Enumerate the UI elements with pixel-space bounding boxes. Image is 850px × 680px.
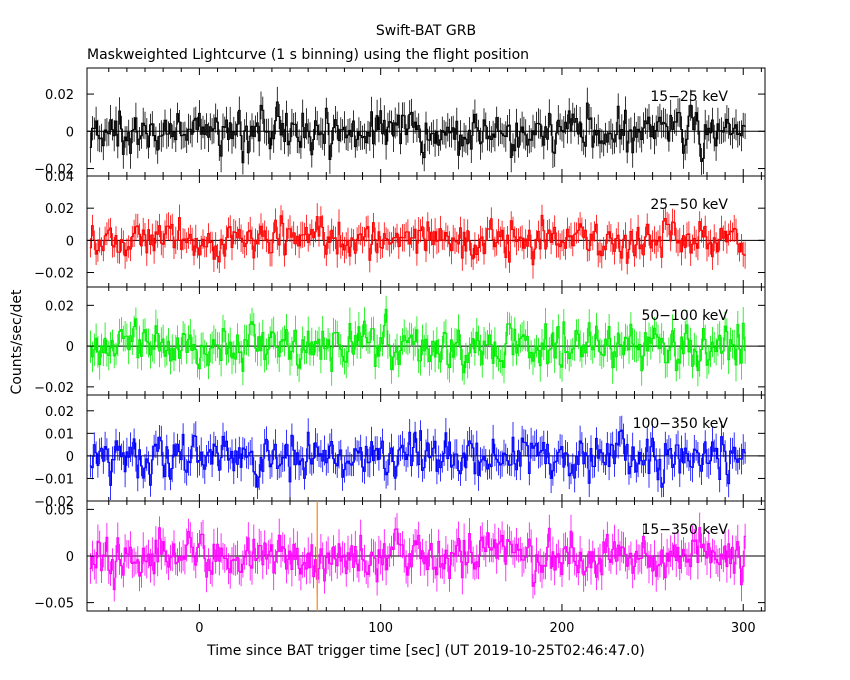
band-label: 100−350 keV [633,416,729,432]
band-label: 50−100 keV [641,308,728,324]
y-tick-label: 0.02 [45,405,74,420]
panel-4: −0.05 0 0.05 15−350 keV [34,500,766,612]
y-tick-label: −0.02 [34,163,74,178]
chart-title: Swift-BAT GRB [376,23,476,39]
panel-1: −0.02 0 0.02 0.04 25−50 keV [34,170,766,288]
panel-0: −0.02 0 0.02 15−25 keV [34,67,766,178]
lightcurve-series [89,429,746,488]
y-tick-label: 0.02 [45,202,74,217]
y-tick-label: 0 [66,340,74,355]
panel-3: −0.02 −0.01 0 0.01 0.02 100−350 keV [34,394,766,510]
x-tick-label: 200 [550,621,575,636]
y-tick-label: −0.02 [34,495,74,510]
y-tick-label: 0.05 [45,503,74,518]
y-tick-label: 0 [66,550,74,565]
chart-subtitle: Maskweighted Lightcurve (1 s binning) us… [87,47,529,63]
y-tick-label: 0.04 [45,170,74,185]
x-tick-label: 0 [195,621,203,636]
x-axis-label: Time since BAT trigger time [sec] (UT 20… [206,643,645,659]
panels: −0.02 0 0.02 15−25 keV −0.02 0 0.02 0.04 25−50 k… [34,67,766,636]
lightcurve-series [89,101,746,164]
lightcurve-series [89,308,746,374]
y-tick-label: −0.05 [34,597,74,612]
y-tick-label: 0.01 [45,427,74,442]
y-tick-label: 0 [66,125,74,140]
y-tick-label: 0 [66,450,74,465]
y-tick-label: −0.02 [34,267,74,282]
band-label: 15−25 keV [650,89,728,105]
band-label: 15−350 keV [641,522,728,538]
y-tick-label: 0.02 [45,88,74,103]
y-tick-label: −0.02 [34,381,74,396]
lightcurve-series [89,214,746,266]
y-tick-label: 0.02 [45,299,74,314]
y-tick-label: 0 [66,234,74,249]
y-tick-label: −0.01 [34,472,74,487]
lightcurve-series [89,527,746,591]
panel-2: −0.02 0 0.02 50−100 keV [34,286,766,396]
band-label: 25−50 keV [650,197,728,213]
x-tick-label: 100 [368,621,393,636]
x-tick-label: 300 [731,621,756,636]
y-axis-label: Counts/sec/det [9,289,25,394]
